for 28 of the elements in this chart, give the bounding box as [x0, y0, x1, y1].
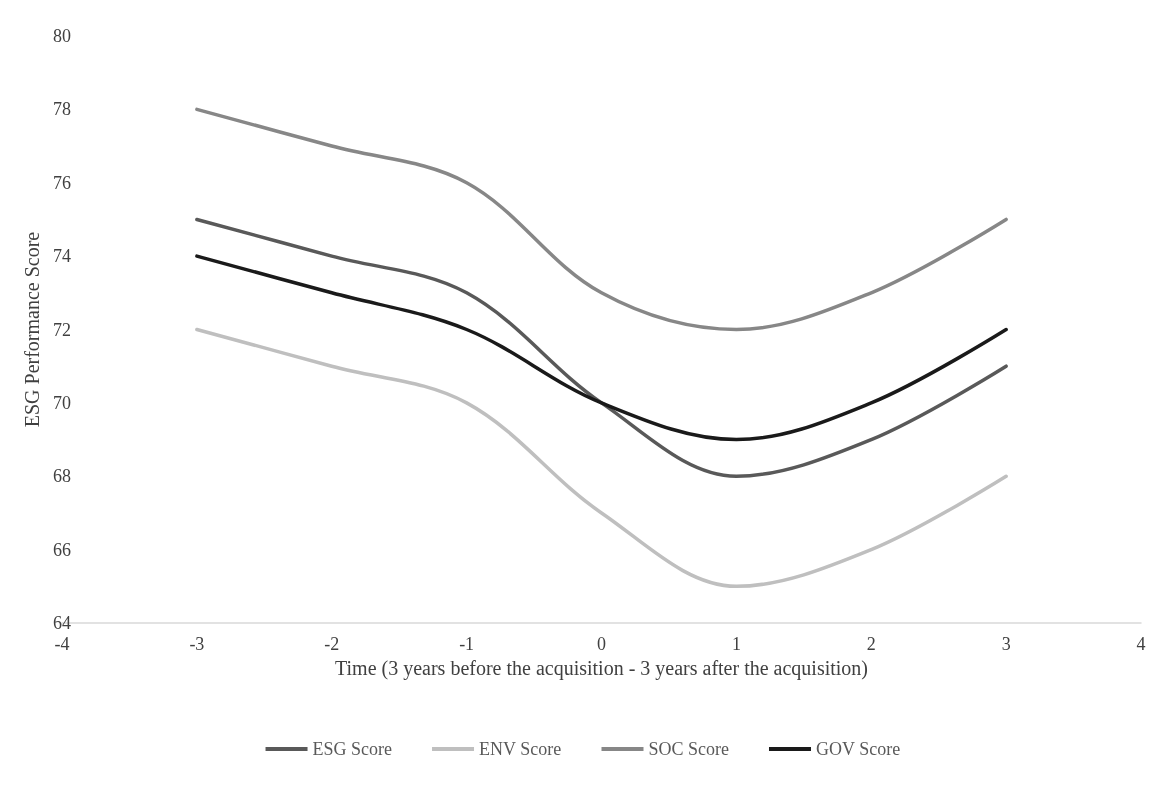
line-series	[195, 254, 1008, 442]
x-tick-label: -3	[189, 634, 205, 654]
x-tick-label: 1	[731, 634, 741, 654]
legend-label: GOV Score	[815, 739, 901, 759]
y-axis-title: ESG Performance Score	[21, 231, 44, 428]
x-tick-label: -2	[324, 634, 340, 654]
y-tick-label: 76	[53, 172, 71, 193]
x-tick-label: -4	[54, 634, 70, 654]
line-series	[195, 217, 1008, 478]
y-tick-label: 74	[53, 246, 71, 267]
line-series	[195, 107, 1008, 332]
y-tick-label: 66	[53, 539, 71, 560]
y-tick-label: 72	[53, 319, 71, 340]
y-tick-label: 78	[53, 99, 71, 120]
y-tick-label: 68	[53, 466, 71, 487]
legend-label: ESG Score	[312, 739, 393, 759]
y-tick-label: 70	[53, 392, 71, 413]
x-tick-label: 0	[597, 634, 606, 654]
line-series	[195, 327, 1008, 589]
legend-label: ENV Score	[479, 739, 562, 759]
x-tick-label: 3	[1001, 634, 1011, 654]
x-tick-label: -1	[459, 634, 475, 654]
y-tick-label: 80	[53, 26, 71, 46]
x-axis-title: Time (3 years before the acquisition - 3 years after the acquisition)	[335, 656, 868, 680]
y-tick-label: 64	[53, 613, 71, 633]
x-tick-label: 2	[866, 634, 876, 654]
legend-label: SOC Score	[648, 739, 729, 759]
x-tick-label: 4	[1136, 634, 1146, 654]
